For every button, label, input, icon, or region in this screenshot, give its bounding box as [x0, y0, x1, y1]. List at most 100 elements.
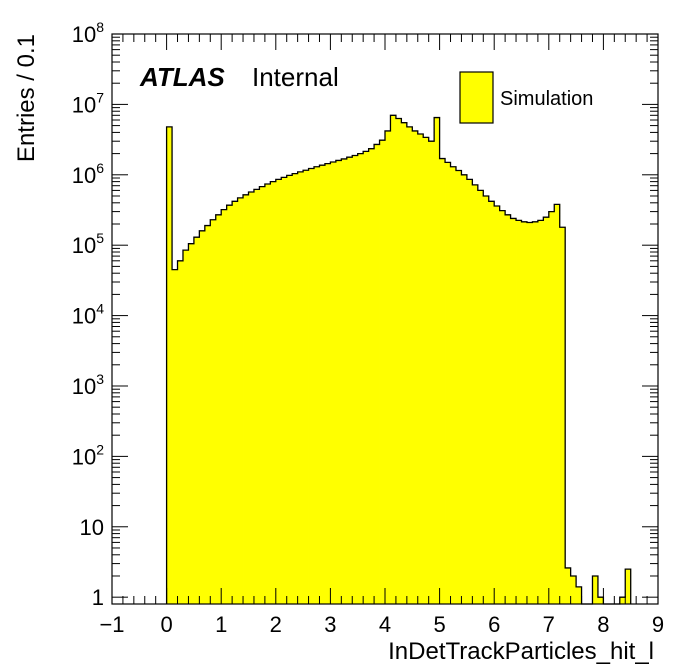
- histogram-bin: [286, 175, 293, 604]
- histogram-bin: [177, 260, 184, 604]
- histogram-bin: [554, 204, 561, 604]
- histogram-bin: [215, 214, 222, 604]
- x-tick-label: 9: [652, 612, 664, 637]
- histogram-bin: [264, 184, 271, 604]
- histogram-bin: [221, 209, 228, 604]
- y-tick-label: 105: [72, 230, 104, 258]
- histogram-bin: [248, 191, 255, 605]
- histogram-bin: [483, 195, 490, 605]
- y-tick-label: 104: [72, 301, 104, 329]
- histogram-bin: [182, 250, 189, 604]
- histogram-bin: [472, 184, 479, 604]
- histogram-bin: [237, 197, 244, 604]
- histogram-bin: [412, 130, 419, 605]
- histogram-bin: [543, 217, 550, 604]
- histogram-bin: [330, 161, 337, 605]
- histogram-bin: [357, 153, 364, 604]
- x-tick-label: 6: [488, 612, 500, 637]
- histogram-bin: [385, 130, 391, 605]
- histogram-bin: [346, 157, 353, 605]
- histogram-bin: [548, 211, 555, 604]
- histogram-bin: [270, 181, 277, 604]
- histogram-bin: [275, 179, 282, 604]
- histogram-bin: [390, 115, 397, 605]
- histogram-bin: [281, 177, 288, 604]
- histogram-bin: [597, 597, 604, 604]
- histogram-bin: [439, 158, 446, 604]
- x-tick-label: 8: [597, 612, 609, 637]
- legend-label-simulation: Simulation: [500, 88, 593, 110]
- histogram-bin: [565, 567, 572, 604]
- histogram-bin: [461, 174, 468, 605]
- x-tick-label: 7: [543, 612, 555, 637]
- histogram-bin: [368, 148, 375, 605]
- histogram-bin: [619, 597, 626, 604]
- histogram-bin: [193, 237, 200, 605]
- histogram-bin: [172, 269, 178, 604]
- histogram-bin: [499, 210, 506, 604]
- atlas-sublabel: Internal: [252, 62, 339, 92]
- histogram-bin: [450, 166, 457, 604]
- axis-ticks: [111, 33, 659, 604]
- histogram-bin: [303, 170, 309, 604]
- atlas-label: ATLAS: [139, 62, 225, 92]
- histogram-bin: [516, 220, 522, 604]
- histogram-bin: [204, 225, 211, 604]
- histogram-bin: [434, 117, 440, 604]
- histogram-bin: [510, 218, 517, 604]
- histogram-bin: [488, 201, 495, 604]
- histogram-bin: [477, 190, 484, 604]
- histogram-bin: [559, 227, 566, 604]
- histogram-outline: [165, 114, 632, 605]
- histogram-bin: [232, 201, 238, 604]
- x-tick-label: 1: [215, 612, 227, 637]
- y-tick-label: 107: [72, 89, 104, 117]
- histogram-bin: [423, 137, 430, 604]
- histogram-bin: [297, 171, 304, 604]
- x-tick-label: 4: [379, 612, 391, 637]
- histogram-layer: [165, 114, 632, 605]
- histogram-bin: [324, 163, 331, 604]
- y-tick-labels: 1 10 102 103 104 105 106 107 108: [72, 19, 104, 610]
- histogram-bin: [259, 186, 266, 604]
- histogram-bin: [532, 221, 539, 605]
- histogram-bin: [292, 173, 299, 604]
- histogram-bin: [319, 165, 326, 605]
- histogram-bin: [335, 160, 342, 605]
- x-axis-title: InDetTrackParticles_hit_l: [388, 638, 654, 665]
- x-tick-label: −1: [99, 612, 124, 637]
- histogram-bin: [188, 243, 195, 604]
- histogram-bin: [379, 140, 386, 604]
- y-axis-title: Entries / 0.1: [13, 34, 40, 162]
- histogram-bin: [526, 222, 533, 604]
- histogram-bin: [341, 158, 348, 604]
- y-tick-label: 103: [72, 371, 104, 399]
- histogram-bin: [374, 144, 380, 604]
- histogram-bin: [445, 162, 451, 604]
- histogram-bin: [592, 575, 599, 604]
- histogram-bin: [199, 230, 206, 604]
- y-tick-label: 102: [72, 441, 104, 469]
- histogram-bin: [406, 126, 413, 604]
- histogram-bin: [625, 569, 632, 604]
- histogram-bin: [226, 205, 233, 604]
- legend-swatch-simulation: [459, 71, 494, 124]
- histogram-bin: [466, 179, 473, 604]
- x-tick-labels: −1 0 1 2 3 4 5 6 7 8 9: [99, 612, 664, 637]
- histogram-bin: [570, 575, 577, 604]
- histogram-bin: [166, 126, 173, 604]
- x-tick-label: 2: [270, 612, 282, 637]
- x-tick-label: 0: [160, 612, 172, 637]
- histogram-bin: [494, 206, 501, 604]
- histogram-bin: [253, 189, 260, 604]
- histogram-bin: [537, 220, 544, 604]
- histogram-bin: [363, 151, 370, 604]
- x-tick-label: 5: [433, 612, 445, 637]
- histogram-bin: [352, 155, 359, 605]
- histogram-bin: [395, 118, 402, 605]
- histogram-bin: [308, 168, 315, 604]
- histogram-bin: [314, 166, 320, 604]
- x-tick-label: 3: [324, 612, 336, 637]
- histogram-bin: [455, 170, 462, 604]
